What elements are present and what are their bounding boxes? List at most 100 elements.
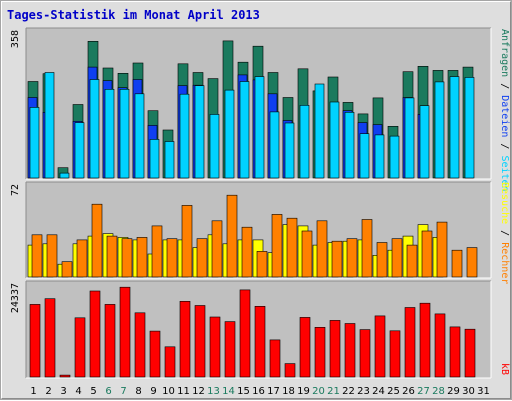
bar-bottom-kb-day-5	[89, 290, 101, 378]
x-tick-label-day-17: 17	[267, 386, 280, 397]
bar-middle-rechner-day-8	[136, 237, 148, 278]
x-tick-label-day-19: 19	[297, 386, 310, 397]
bar-top-seiten-day-27	[419, 105, 430, 179]
bar-middle-rechner-day-3	[61, 261, 73, 278]
bar-middle-rechner-day-22	[346, 238, 358, 278]
middle-legend: Besuche / Rechner	[499, 182, 510, 284]
bar-bottom-kb-day-28	[434, 313, 446, 378]
bar-bottom-kb-day-6	[104, 304, 116, 378]
bar-top-seiten-day-18	[284, 122, 295, 179]
x-tick-label-day-22: 22	[342, 386, 355, 397]
bar-bottom-kb-day-7	[119, 286, 131, 378]
bar-bottom-kb-day-29	[449, 326, 461, 378]
bar-bottom-kb-day-11	[179, 300, 191, 378]
x-tick-label-day-14: 14	[222, 386, 235, 397]
bar-bottom-kb-day-20	[314, 326, 326, 378]
x-tick-label-day-13: 13	[207, 386, 220, 397]
bar-top-seiten-day-29	[449, 76, 460, 179]
bar-middle-rechner-day-6	[106, 235, 118, 278]
bar-middle-rechner-day-25	[391, 238, 403, 278]
bar-top-seiten-day-22	[344, 112, 355, 179]
x-tick-label-day-15: 15	[237, 386, 250, 397]
bar-bottom-kb-day-19	[299, 317, 311, 378]
bar-top-seiten-day-4	[74, 122, 85, 179]
middle-legend-part-2: Rechner	[499, 242, 510, 284]
bar-top-seiten-day-26	[404, 97, 415, 179]
bar-middle-rechner-day-17	[271, 214, 283, 278]
bar-middle-rechner-day-21	[331, 240, 343, 278]
x-tick-label-day-8: 8	[135, 386, 141, 397]
bottom-legend-part-0: kB	[499, 363, 510, 375]
panel-bottom-ymax-label: 24337	[10, 283, 21, 313]
bar-bottom-kb-day-9	[149, 330, 161, 378]
top-legend-part-0: Anfragen	[499, 29, 510, 77]
x-tick-label-day-28: 28	[432, 386, 445, 397]
bar-middle-rechner-day-4	[76, 239, 88, 278]
bar-top-seiten-day-2	[44, 72, 55, 179]
panel-middle-ymax-label: 72	[10, 184, 21, 196]
top-legend: Anfragen / Dateien / Seiten	[499, 29, 510, 192]
bottom-legend: kB	[499, 363, 510, 375]
bar-top-seiten-day-24	[374, 134, 385, 179]
bar-top-seiten-day-21	[329, 101, 340, 179]
bar-top-seiten-day-16	[254, 76, 265, 179]
top-legend-part-2: Dateien	[499, 95, 510, 137]
x-tick-label-day-23: 23	[357, 386, 370, 397]
bar-top-seiten-day-30	[464, 77, 475, 179]
bar-middle-rechner-day-12	[196, 238, 208, 278]
bar-top-seiten-day-10	[164, 141, 175, 179]
x-tick-label-day-5: 5	[90, 386, 96, 397]
x-tick-label-day-9: 9	[150, 386, 156, 397]
bar-bottom-kb-day-8	[134, 312, 146, 378]
x-tick-label-day-25: 25	[387, 386, 400, 397]
bar-top-seiten-day-17	[269, 111, 280, 179]
bar-top-seiten-day-5	[89, 79, 100, 179]
bar-bottom-kb-day-23	[359, 329, 371, 378]
bar-middle-rechner-day-30	[466, 247, 478, 278]
x-tick-label-day-11: 11	[177, 386, 190, 397]
x-tick-label-day-26: 26	[402, 386, 415, 397]
bar-top-seiten-day-28	[434, 81, 445, 179]
x-tick-label-day-16: 16	[252, 386, 265, 397]
bar-top-seiten-day-20	[314, 83, 325, 179]
bar-bottom-kb-day-1	[29, 304, 41, 378]
x-tick-label-day-12: 12	[192, 386, 205, 397]
bar-top-seiten-day-7	[119, 89, 130, 179]
bar-bottom-kb-day-17	[269, 339, 281, 378]
bar-top-seiten-day-8	[134, 93, 145, 179]
x-tick-label-day-24: 24	[372, 386, 385, 397]
x-tick-label-day-2: 2	[45, 386, 51, 397]
bar-middle-rechner-day-19	[301, 230, 313, 278]
bar-top-seiten-day-1	[29, 107, 40, 179]
bar-top-seiten-day-23	[359, 133, 370, 179]
x-tick-label-day-30: 30	[462, 386, 475, 397]
bar-bottom-kb-day-4	[74, 317, 86, 378]
bar-bottom-kb-day-30	[464, 328, 476, 378]
bar-middle-rechner-day-1	[31, 234, 43, 278]
bar-bottom-kb-day-16	[254, 305, 266, 378]
bar-middle-rechner-day-7	[121, 238, 133, 278]
bar-middle-rechner-day-11	[181, 205, 193, 278]
bar-top-seiten-day-25	[389, 135, 400, 179]
x-tick-label-day-3: 3	[60, 386, 66, 397]
bar-top-seiten-day-19	[299, 105, 310, 179]
x-tick-label-day-6: 6	[105, 386, 111, 397]
bar-middle-rechner-day-15	[241, 226, 253, 278]
bar-middle-rechner-day-24	[376, 242, 388, 278]
bar-top-seiten-day-9	[149, 139, 160, 179]
bar-bottom-kb-day-27	[419, 302, 431, 378]
bar-top-seiten-day-14	[224, 89, 235, 179]
bar-middle-rechner-day-13	[211, 220, 223, 278]
bar-middle-rechner-day-10	[166, 238, 178, 278]
bar-top-seiten-day-11	[179, 93, 190, 179]
x-tick-label-day-31: 31	[477, 386, 490, 397]
top-legend-part-4: Seiten	[499, 155, 510, 191]
bar-middle-rechner-day-23	[361, 219, 373, 278]
bar-bottom-kb-day-22	[344, 323, 356, 378]
bar-bottom-kb-day-10	[164, 346, 176, 378]
bar-middle-rechner-day-9	[151, 225, 163, 278]
bar-bottom-kb-day-2	[44, 298, 56, 378]
bar-bottom-kb-day-3	[59, 374, 71, 378]
